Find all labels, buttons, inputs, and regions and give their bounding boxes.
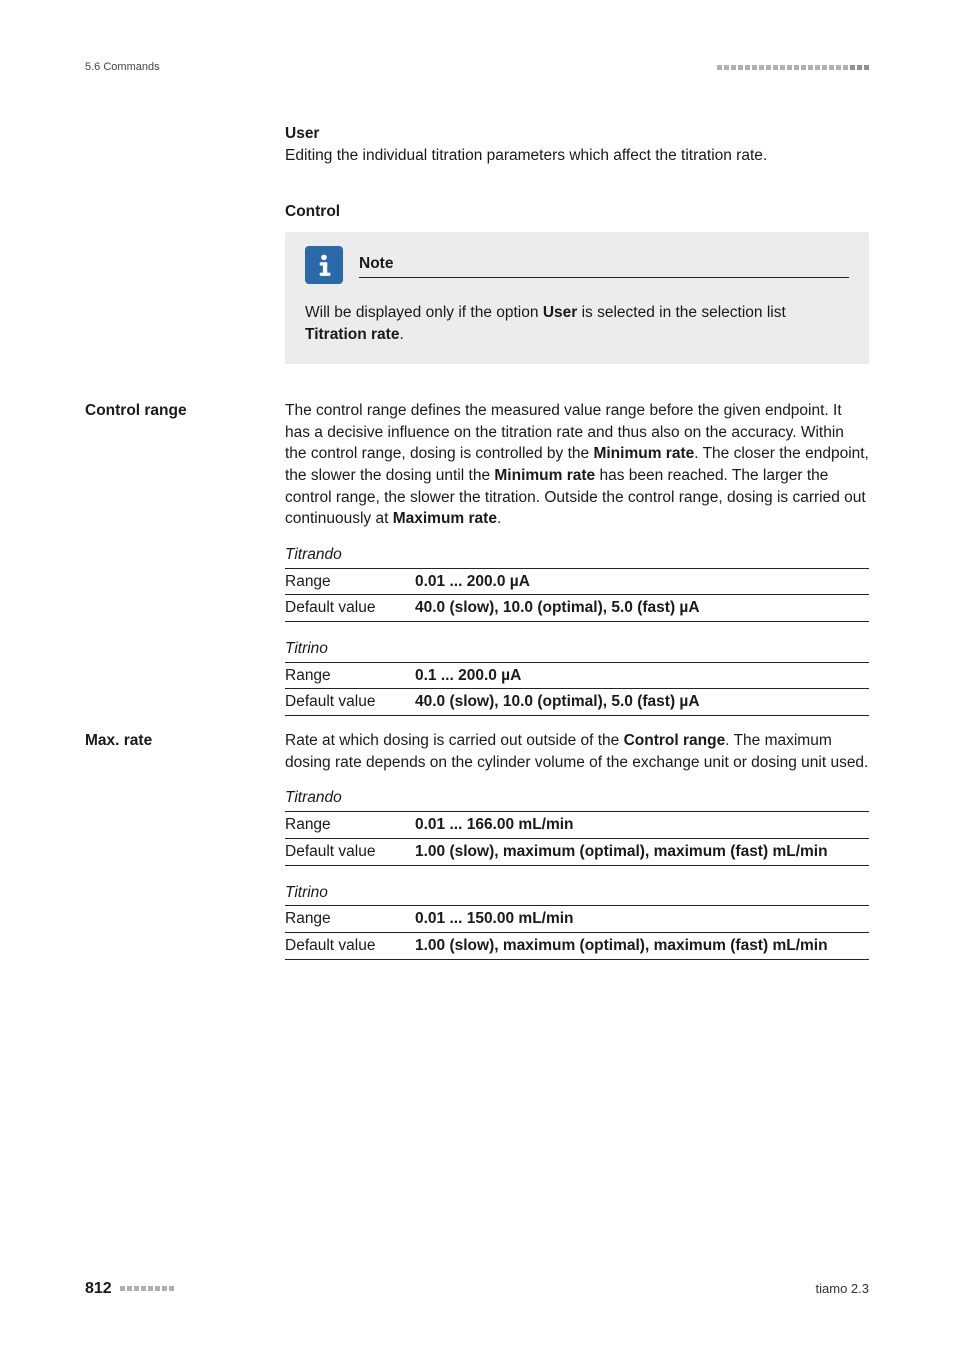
ornament-square	[829, 65, 834, 70]
user-block-row: User Editing the individual titration pa…	[85, 123, 869, 180]
para-bold: Minimum rate	[593, 445, 694, 462]
definition-key: Range	[285, 814, 415, 836]
ornament-square	[759, 65, 764, 70]
page-footer: 812 tiamo 2.3	[85, 1278, 869, 1300]
definition-row: Default value40.0 (slow), 10.0 (optimal)…	[285, 689, 869, 716]
definition-row: Default value1.00 (slow), maximum (optim…	[285, 839, 869, 866]
para-text: Rate at which dosing is carried out outs…	[285, 732, 624, 749]
definition-key: Default value	[285, 935, 415, 957]
info-icon	[305, 246, 343, 284]
ornament-square	[724, 65, 729, 70]
definition-key: Default value	[285, 841, 415, 863]
note-text: .	[399, 326, 403, 343]
section-label: 5.6 Commands	[85, 60, 160, 75]
definition-row: Default value1.00 (slow), maximum (optim…	[285, 933, 869, 960]
definition-row: Range0.01 ... 150.00 mL/min	[285, 906, 869, 933]
ornament-square	[850, 65, 855, 70]
ornament-square	[120, 1286, 125, 1291]
ornament-square	[752, 65, 757, 70]
note-text: is selected in the selection list	[577, 304, 786, 321]
ornament-square	[864, 65, 869, 70]
ornament-square	[822, 65, 827, 70]
doc-label: tiamo 2.3	[816, 1280, 869, 1298]
para-bold: Control range	[624, 732, 726, 749]
definition-value: 0.01 ... 150.00 mL/min	[415, 908, 869, 930]
ornament-square	[162, 1286, 167, 1291]
device-group-title: Titrando	[285, 787, 869, 812]
ornament-square	[801, 65, 806, 70]
page: 5.6 Commands User Editing the individual…	[0, 0, 954, 1350]
ornament-square	[127, 1286, 132, 1291]
ornament-square	[843, 65, 848, 70]
footer-ornament	[120, 1286, 174, 1291]
definition-key: Default value	[285, 597, 415, 619]
max-rate-sidelabel: Max. rate	[85, 730, 255, 752]
control-range-sidelabel: Control range	[85, 400, 255, 422]
note-title: Note	[359, 255, 393, 272]
ornament-square	[780, 65, 785, 70]
ornament-square	[155, 1286, 160, 1291]
control-range-para: The control range defines the measured v…	[285, 400, 869, 530]
ornament-square	[857, 65, 862, 70]
ornament-square	[134, 1286, 139, 1291]
header-ornament	[717, 65, 869, 70]
definition-key: Range	[285, 571, 415, 593]
definition-value: 0.01 ... 166.00 mL/min	[415, 814, 869, 836]
max-rate-row: Max. rate Rate at which dosing is carrie…	[85, 730, 869, 960]
ornament-square	[766, 65, 771, 70]
ornament-square	[815, 65, 820, 70]
definition-key: Range	[285, 665, 415, 687]
device-group-title: Titrando	[285, 544, 869, 569]
device-group-title: Titrino	[285, 638, 869, 663]
user-desc: Editing the individual titration paramet…	[285, 147, 767, 164]
note-bold-user: User	[543, 304, 577, 321]
control-range-row: Control range The control range defines …	[85, 400, 869, 716]
ornament-square	[808, 65, 813, 70]
ornament-square	[787, 65, 792, 70]
control-row: Control Note Will be displayed only if t…	[85, 191, 869, 390]
page-header: 5.6 Commands	[85, 60, 869, 75]
para-bold: Maximum rate	[393, 510, 497, 527]
ornament-square	[717, 65, 722, 70]
definition-value: 1.00 (slow), maximum (optimal), maximum …	[415, 841, 869, 863]
ornament-square	[141, 1286, 146, 1291]
para-bold: Minimum rate	[494, 467, 595, 484]
ornament-square	[148, 1286, 153, 1291]
definition-value: 40.0 (slow), 10.0 (optimal), 5.0 (fast) …	[415, 597, 869, 619]
ornament-square	[745, 65, 750, 70]
definition-row: Range0.1 ... 200.0 µA	[285, 663, 869, 690]
note-header: Note	[305, 246, 849, 284]
ornament-square	[794, 65, 799, 70]
definition-key: Range	[285, 908, 415, 930]
definition-key: Default value	[285, 691, 415, 713]
ornament-square	[773, 65, 778, 70]
user-label: User	[285, 125, 319, 142]
ornament-square	[836, 65, 841, 70]
ornament-square	[738, 65, 743, 70]
device-group-title: Titrino	[285, 882, 869, 907]
definition-value: 0.01 ... 200.0 µA	[415, 571, 869, 593]
definition-value: 40.0 (slow), 10.0 (optimal), 5.0 (fast) …	[415, 691, 869, 713]
user-block: User Editing the individual titration pa…	[285, 123, 869, 166]
note-text: Will be displayed only if the option	[305, 304, 543, 321]
ornament-square	[169, 1286, 174, 1291]
definition-row: Default value40.0 (slow), 10.0 (optimal)…	[285, 595, 869, 622]
definition-row: Range0.01 ... 200.0 µA	[285, 569, 869, 596]
max-rate-para: Rate at which dosing is carried out outs…	[285, 730, 869, 773]
ornament-square	[731, 65, 736, 70]
definition-value: 0.1 ... 200.0 µA	[415, 665, 869, 687]
control-heading: Control	[285, 201, 869, 223]
note-bold-titrationrate: Titration rate	[305, 326, 399, 343]
page-number: 812	[85, 1278, 112, 1300]
para-text: .	[497, 510, 501, 527]
definition-row: Range0.01 ... 166.00 mL/min	[285, 812, 869, 839]
note-body: Will be displayed only if the option Use…	[305, 302, 849, 345]
definition-value: 1.00 (slow), maximum (optimal), maximum …	[415, 935, 869, 957]
note-box: Note Will be displayed only if the optio…	[285, 232, 869, 363]
